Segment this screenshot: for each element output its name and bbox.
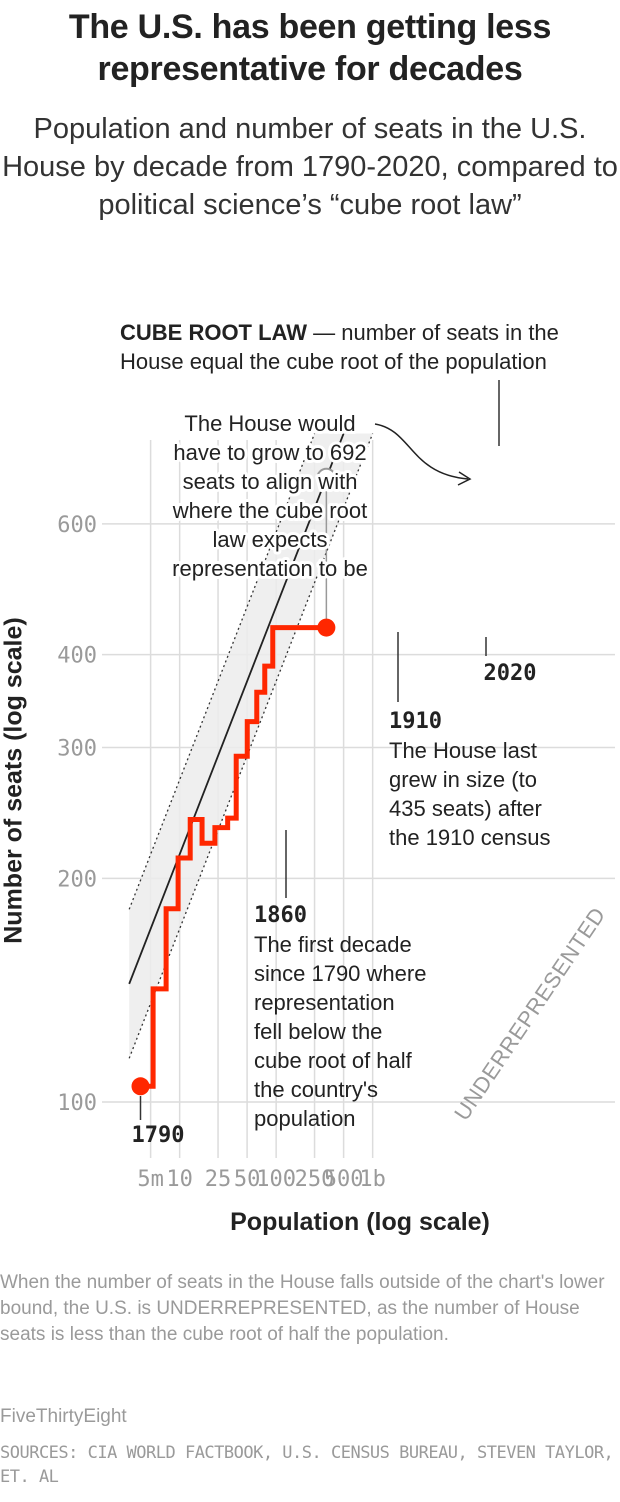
grow-text-halo-1: have to grow to 692 [173,440,366,465]
y-tick-label-0: 100 [57,1091,97,1116]
x-tick-label-0: 5m [137,1167,164,1192]
grow-text-halo-3: where the cube root [172,498,367,523]
grow-arrow-head [457,471,472,486]
chart-lines [128,433,345,1089]
footnote: When the number of seats in the House fa… [0,1272,605,1345]
cube-root-label: CUBE ROOT LAW — number of seats in the [120,320,559,345]
y-axis-label: Number of seats (log scale) [0,617,28,944]
chart-marks [131,467,337,1096]
text-1860-3: fell below the [254,1019,382,1044]
point-marker-1 [131,1077,150,1096]
x-tick-label-1: 10 [166,1167,193,1192]
x-tick-label-5: 250 [295,1167,335,1192]
house-seats-step-line [140,625,327,1089]
year-1910-label: 1910 [389,709,442,734]
grow-text-halo-5: representation to be [172,556,368,581]
cube-root-label-bold: CUBE ROOT LAW [120,320,307,345]
cube-root-label-rest: — number of seats in the [307,320,559,345]
projected-692-marker [316,467,337,488]
underrepresented-label: UNDERREPRESENTED [449,903,610,1125]
grow-text-1: have to grow to 692 [173,440,366,465]
cube-root-label-line2: House equal the cube root of the populat… [120,349,547,374]
text-1860-4: cube root of half [254,1048,413,1073]
grow-arrow [374,423,469,480]
cube-root-band [128,433,374,1059]
y-tick-label-4: 600 [57,513,97,538]
chart-title: The U.S. has been getting less represent… [68,8,552,88]
grow-text-3: where the cube root [172,498,367,523]
y-tick-label-2: 300 [57,736,97,761]
text-1910-3: the 1910 census [389,825,550,850]
point-marker-2 [317,618,336,637]
annotations: CUBE ROOT LAW — number of seats in the Ho… [120,320,610,1148]
text-1860-6: population [254,1106,356,1131]
grow-text-5: representation to be [172,556,368,581]
grow-text-halo-2: seats to align with [183,469,358,494]
x-axis-label: Population (log scale) [230,1208,490,1236]
x-tick-label-2: 25 [205,1167,232,1192]
y-tick-label-3: 400 [57,644,97,669]
cube-root-law-line [128,433,345,985]
band-lower-line [128,433,374,1059]
text-1860-2: representation [254,990,395,1015]
grow-text-halo-4: law expects [213,527,328,552]
text-1910-0: The House last [389,738,537,763]
text-1860-0: The first decade [254,932,412,957]
x-tick-label-7: 1b [359,1167,386,1192]
sources: SOURCES: CIA WORLD FACTBOOK, U.S. CENSUS… [0,1443,614,1487]
x-tick-label-4: 100 [256,1167,296,1192]
year-1790-label: 1790 [132,1123,185,1148]
text-1910-1: grew in size (to [389,767,537,792]
x-tick-label-3: 50 [234,1167,261,1192]
x-tick-label-6: 500 [324,1167,364,1192]
chart-subtitle: Population and number of seats in the U.… [2,113,618,221]
y-tick-label-1: 200 [57,867,97,892]
text-1860-5: the country's [254,1077,378,1102]
text-1910-2: 435 seats) after [389,796,542,821]
grow-text-4: law expects [213,527,328,552]
grow-text-0: The House would [184,411,355,436]
band-upper-line [128,433,316,910]
text-1860-1: since 1790 where [254,961,426,986]
year-2020-label: 2020 [484,661,537,686]
year-1860-label: 1860 [254,903,307,928]
credit: FiveThirtyEight [0,1406,127,1427]
grow-text-halo-0: The House would [184,411,355,436]
grow-text-2: seats to align with [183,469,358,494]
